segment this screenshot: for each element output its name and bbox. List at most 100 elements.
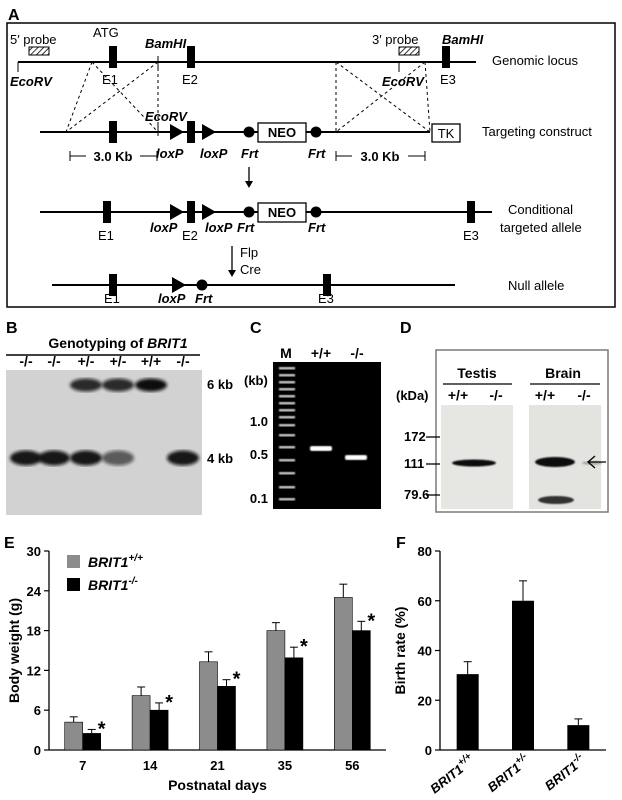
b-lane-label-3: +/- [110, 353, 127, 369]
e-star-1: * [165, 692, 173, 714]
cond-frt-1 [243, 206, 255, 218]
bamhi-label-1: BamHI [145, 36, 187, 51]
panel-c: C M +/+ -/- (kb) 1.0 0.5 0.1 [244, 320, 381, 509]
f-xtick-label-0: BRIT1+/+ [426, 751, 478, 797]
panel-f-label: F [396, 535, 406, 552]
d-tick-0: 172 [404, 429, 426, 444]
c-ladder-band-6 [279, 409, 295, 412]
panel-d: D Testis Brain (kDa) +/+ -/- +/+ -/- 172 111… [396, 320, 609, 513]
cond-loxp-1 [170, 204, 184, 220]
e-xtick-label-1: 14 [143, 758, 158, 773]
c-ladder-band-12 [279, 472, 295, 475]
tissue-brain: Brain [545, 365, 581, 381]
c-ladder-band-13 [279, 486, 295, 489]
panel-b: B Genotyping of BRIT1 -/- -/- +/- +/- +/+ -/-… [6, 320, 233, 515]
d-lane-label-2: +/+ [535, 387, 555, 403]
e-ytick-label-1: 6 [34, 703, 41, 718]
homology-lines [65, 61, 431, 133]
b-lane-label-0: -/- [19, 353, 33, 369]
panel-a: A 5′ probe ATG E1 BamHI E2 EcoRV 3′ prob… [6, 7, 616, 308]
f-ylabel: Birth rate (%) [392, 607, 408, 695]
b-lane-label-4: +/+ [141, 353, 161, 369]
e-star-3: * [300, 636, 308, 658]
e-ytick-label-4: 24 [27, 584, 42, 599]
c-ladder-band-5 [279, 402, 295, 405]
f-bar-0 [456, 674, 479, 750]
panel-c-lane-labels: M +/+ -/- [280, 345, 364, 361]
e-ytick-label-0: 0 [34, 743, 41, 758]
panel-d-lane-labels: +/+ -/- +/+ -/- [448, 387, 591, 403]
e-star-2: * [233, 669, 241, 691]
e-bar-s0-0 [64, 721, 83, 751]
b-band-4kb-5 [167, 450, 199, 466]
e3-label: E3 [440, 72, 456, 87]
null-exon-e3 [323, 274, 331, 296]
row-targeting-label: Targeting construct [482, 124, 592, 139]
exon-e2 [187, 46, 195, 68]
panel-e: E 0 6 12 18 24 30 Body weight (g) Postnatal day… [4, 535, 386, 793]
e1-label: E1 [102, 72, 118, 87]
e-ytick-label-5: 30 [27, 544, 41, 559]
cond-exon-e3 [467, 201, 475, 223]
c-ladder-band-7 [279, 416, 295, 419]
cond-loxp-label-2: loxP [205, 220, 233, 235]
chart-e: 0 6 12 18 24 30 Body weight (g) Postnatal days 7… [6, 544, 386, 793]
cond-neo-box [257, 202, 307, 223]
e-legend-label-1: BRIT1-/- [88, 576, 139, 593]
d-tick-2: 79.6 [404, 487, 429, 502]
d-lane-label-1: -/- [489, 387, 503, 403]
panel-a-label: A [8, 7, 20, 24]
null-frt [196, 279, 208, 291]
row-conditional-label-2: targeted allele [500, 220, 582, 235]
e-xlabel: Postnatal days [168, 777, 267, 793]
cond-e3-label: E3 [463, 228, 479, 243]
cond-neo-label: NEO [268, 205, 296, 220]
panel-c-label: C [250, 320, 262, 337]
e-bar-s1-3 [284, 657, 304, 751]
d-band-testis-wt [452, 459, 496, 467]
f-ytick-label-3: 60 [418, 594, 432, 609]
tk-label: TK [438, 126, 455, 141]
f-xtick-label-2: BRIT1-/- [541, 751, 589, 794]
panel-a-frame [6, 22, 616, 308]
f-ytick-label-4: 80 [418, 544, 432, 559]
e-legend-swatch-1 [67, 578, 80, 591]
cond-frt-label-2: Frt [308, 220, 326, 235]
b-band-6kb-4 [135, 378, 167, 392]
f-bar-2 [567, 725, 590, 750]
probe5-label: 5′ probe [10, 32, 57, 47]
exon-e3 [442, 46, 450, 68]
tissue-testis: Testis [457, 365, 497, 381]
panel-c-unit: (kb) [244, 373, 268, 388]
null-loxp-label: loxP [158, 291, 186, 306]
b-band-4kb-2 [70, 450, 102, 466]
b-band-6kb-3 [102, 378, 134, 392]
c-ladder-band-3 [279, 388, 295, 391]
c-ladder-band-4 [279, 395, 295, 398]
b-lane-label-1: -/- [47, 353, 61, 369]
d-tick-1: 111 [404, 456, 424, 471]
c-ladder-band-8 [279, 424, 295, 427]
e-bar-s0-1 [131, 695, 151, 751]
null-exon-e1 [109, 274, 117, 296]
frt-circle-2 [310, 126, 322, 138]
panel-d-bands [452, 457, 602, 504]
e-legend-label-0: BRIT1+/+ [88, 553, 143, 570]
frt-label-2: Frt [308, 146, 326, 161]
b-band-4kb-0 [10, 450, 42, 466]
c-band-ko [345, 455, 367, 460]
c-ladder-band-9 [279, 434, 295, 437]
c-ladder-band-0 [279, 367, 295, 370]
e-xtick-label-3: 35 [278, 758, 292, 773]
ecorv-label-2: EcoRV [382, 74, 425, 89]
band-4kb-label: 4 kb [207, 451, 233, 466]
d-band-brain-wt-lower [538, 496, 574, 504]
c-band-wt [310, 446, 332, 451]
panel-b-label: B [6, 320, 18, 337]
c-lane-label-0: M [280, 345, 292, 361]
panel-d-ticks: 172 111 79.6 [404, 429, 440, 502]
cond-e1-label: E1 [98, 228, 114, 243]
f-xtick-label-1: BRIT1+/- [483, 751, 533, 795]
row-conditional-label-1: Conditional [508, 202, 573, 217]
flp-label: Flp [240, 245, 258, 260]
